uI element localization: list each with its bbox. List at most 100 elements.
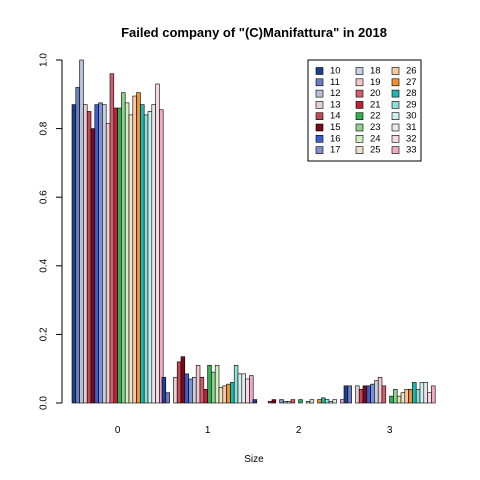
legend-label: 26 (406, 66, 417, 77)
bar-18-size-2 (283, 400, 288, 404)
y-tick-label: 0.2 (39, 327, 50, 341)
legend-swatch (391, 89, 400, 98)
bar-28-size-2 (321, 397, 326, 404)
x-tick-label: 3 (387, 425, 393, 436)
bar-26-size-1 (222, 385, 227, 404)
bar-24-size-0 (124, 102, 130, 404)
legend-swatch (391, 101, 400, 109)
bar-31-size-0 (151, 104, 156, 404)
bar-32-size-0 (155, 83, 160, 404)
legend-label: 32 (406, 133, 417, 144)
bar-14-size-1 (176, 361, 182, 404)
bar-33-size-2 (340, 399, 345, 404)
bar-17-size-2 (279, 399, 284, 404)
legend-box (307, 59, 422, 162)
bar-30-size-0 (147, 111, 153, 404)
bar-17-size-1 (188, 378, 193, 404)
legend-label: 33 (406, 145, 417, 156)
legend-label: 21 (370, 99, 381, 110)
bar-19-size-0 (105, 123, 111, 404)
bar-24-size-2 (305, 400, 311, 404)
bar-20-size-2 (290, 399, 296, 404)
legend-swatch (391, 123, 400, 132)
bar-22-size-1 (207, 364, 212, 404)
legend-label: 23 (370, 122, 381, 133)
legend-swatch (391, 67, 400, 75)
legend-swatch (355, 67, 364, 75)
bar-20-size-1 (199, 376, 205, 404)
legend-swatch (355, 112, 364, 120)
bar-27-size-0 (136, 92, 141, 404)
bar-33-size-3 (431, 385, 436, 404)
legend-swatch (355, 89, 364, 98)
bar-28-size-1 (230, 382, 235, 404)
bar-24-size-1 (214, 364, 220, 404)
chart-title: Failed company of "(C)Manifattura" in 20… (121, 25, 387, 40)
bar-25-size-2 (309, 399, 315, 404)
bar-15-size-1 (180, 356, 186, 404)
x-tick-label: 0 (115, 425, 121, 436)
bar-27-size-3 (408, 388, 413, 404)
legend-swatch (355, 123, 364, 132)
legend-swatch (355, 135, 364, 143)
x-axis-ticks: 0 1 2 3 (115, 425, 393, 436)
bar-19-size-2 (286, 400, 292, 404)
bar-16-size-3 (366, 385, 371, 404)
bar-30-size-2 (328, 400, 334, 404)
bar-23-size-0 (121, 92, 126, 404)
bars (71, 59, 436, 404)
legend-swatch (355, 146, 364, 154)
y-tick-label: 0.8 (39, 121, 50, 135)
bar-19-size-1 (195, 364, 201, 404)
bar-32-size-3 (427, 392, 432, 404)
bar-10-size-3 (343, 385, 349, 404)
legend-label: 15 (330, 122, 341, 133)
legend-swatch (391, 112, 400, 120)
bar-15-size-2 (271, 399, 277, 404)
legend-label: 16 (330, 133, 341, 144)
bar-12-size-0 (79, 59, 84, 404)
bar-22-size-3 (389, 395, 394, 404)
legend-label: 31 (406, 122, 417, 133)
legend-label: 24 (370, 133, 381, 144)
legend-label: 17 (330, 145, 341, 156)
bar-30-size-3 (419, 382, 425, 404)
bar-25-size-1 (218, 387, 224, 404)
legend-swatch (315, 135, 324, 143)
bar-19-size-3 (377, 376, 383, 404)
bar-11-size-0 (75, 87, 80, 404)
bar-29-size-3 (415, 388, 421, 404)
x-tick-label: 1 (205, 425, 211, 436)
legend-label: 11 (330, 77, 340, 88)
bar-27-size-1 (226, 383, 231, 404)
bar-11-size-3 (347, 385, 352, 404)
legend-label: 27 (406, 77, 417, 88)
legend-label: 25 (370, 145, 381, 156)
legend-label: 14 (330, 111, 341, 122)
bar-25-size-0 (128, 114, 134, 404)
bar-29-size-2 (324, 399, 330, 404)
legend-label: 10 (330, 66, 341, 77)
y-tick-label: 0.0 (39, 396, 50, 410)
legend-swatch (391, 146, 400, 154)
bar-22-size-2 (298, 399, 303, 404)
y-axis: 0.0 0.2 0.4 0.6 0.8 1.0 (39, 53, 63, 410)
y-tick-label: 0.6 (39, 190, 50, 204)
bar-24-size-3 (396, 395, 402, 404)
bar-18-size-3 (374, 380, 379, 404)
bar-23-size-3 (393, 388, 398, 404)
bar-28-size-0 (140, 104, 145, 404)
bar-33-size-0 (159, 109, 164, 404)
bar-25-size-3 (400, 392, 406, 404)
bar-31-size-3 (423, 382, 428, 404)
bar-15-size-0 (90, 128, 96, 404)
legend-swatch (315, 101, 324, 109)
legend-swatch (355, 78, 364, 87)
legend-swatch (355, 101, 364, 109)
legend-label: 18 (370, 66, 381, 77)
legend-label: 28 (406, 88, 417, 99)
bar-15-size-3 (362, 385, 368, 404)
bar-14-size-3 (358, 388, 364, 404)
